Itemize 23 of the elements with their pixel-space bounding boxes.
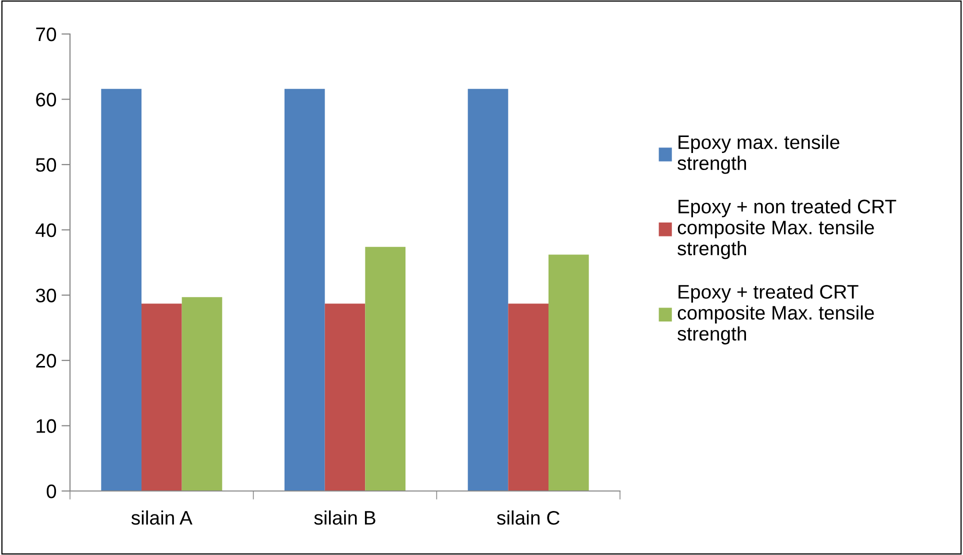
bar: [182, 297, 222, 491]
x-tick-label: silain A: [131, 510, 192, 525]
y-tick-label: 40: [36, 223, 56, 238]
y-tick-label: 10: [36, 419, 56, 433]
y-tick-label: 20: [36, 354, 56, 368]
bar: [548, 254, 589, 491]
y-tick-label: 0: [46, 484, 56, 498]
bar: [142, 304, 182, 491]
bar: [508, 304, 548, 491]
bar: [365, 246, 406, 491]
x-tick-label: silain C: [496, 510, 560, 525]
y-tick-label: 70: [36, 27, 56, 42]
legend-label: Epoxy + treated CRT composite Max. tensile strength: [678, 284, 874, 344]
bar: [324, 304, 366, 491]
bar: [284, 88, 325, 491]
legend-label: Epoxy + non treated CRT composite Max. tensile strength: [678, 199, 896, 260]
bar: [101, 88, 142, 491]
y-tick-label: 60: [36, 92, 56, 107]
x-tick-label: silain B: [314, 510, 376, 525]
bar: [468, 88, 508, 491]
y-tick-label: 50: [36, 158, 56, 172]
legend-label: Epoxy max. tensile strength: [678, 134, 840, 174]
y-tick-label: 30: [36, 288, 56, 302]
